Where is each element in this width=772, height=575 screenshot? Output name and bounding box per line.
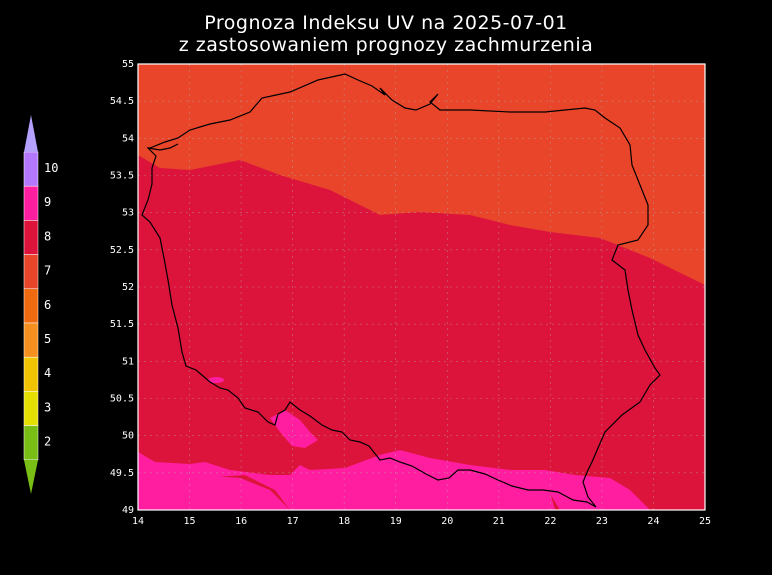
y-tick-label: 50.5 xyxy=(110,394,134,405)
legend-swatch xyxy=(23,356,39,392)
uv-zone-9-spot xyxy=(208,377,224,383)
x-tick-label: 23 xyxy=(596,516,608,527)
map-frame xyxy=(137,63,706,511)
uv-zone-9 xyxy=(138,450,650,510)
x-tick-label: 24 xyxy=(647,516,659,527)
poland-border xyxy=(141,73,661,508)
legend-swatch xyxy=(23,425,39,461)
y-tick-label: 51.5 xyxy=(110,319,134,330)
y-tick-label: 52.5 xyxy=(110,245,134,256)
x-tick-label: 17 xyxy=(287,516,299,527)
x-tick-label: 20 xyxy=(441,516,453,527)
x-tick-label: 25 xyxy=(699,516,711,527)
legend-swatch xyxy=(23,254,39,290)
legend-label: 6 xyxy=(44,298,51,312)
y-tick-label: 53 xyxy=(122,208,134,219)
legend-bottom-arrow xyxy=(24,460,38,494)
uv-zone-9-bottom xyxy=(138,476,290,510)
x-axis-ticks: 14 15 16 17 18 19 20 21 22 23 24 25 xyxy=(132,516,711,527)
x-tick-label: 15 xyxy=(184,516,196,527)
y-tick-label: 49 xyxy=(122,505,134,516)
map-title: Prognoza Indeksu UV na 2025-07-01 xyxy=(204,12,568,34)
y-tick-label: 49.5 xyxy=(110,468,134,479)
legend-top-arrow xyxy=(24,115,38,152)
x-tick-label: 22 xyxy=(544,516,556,527)
legend-swatch xyxy=(23,391,39,426)
x-tick-label: 18 xyxy=(338,516,350,527)
legend-colorbar: 10 9 8 7 6 5 4 3 2 xyxy=(23,115,58,494)
uv-zone-9-bottom-mid xyxy=(320,468,555,510)
y-tick-label: 54 xyxy=(122,133,134,144)
legend-label: 2 xyxy=(44,435,51,449)
uv-zone-9-sudety xyxy=(270,410,318,448)
y-tick-label: 52 xyxy=(122,282,134,293)
y-tick-label: 55 xyxy=(122,59,134,70)
map-plot-area xyxy=(137,63,706,511)
y-tick-label: 50 xyxy=(122,431,134,442)
x-tick-label: 21 xyxy=(493,516,505,527)
legend-label: 3 xyxy=(44,400,51,414)
legend-label: 9 xyxy=(44,195,51,209)
legend-swatch xyxy=(23,288,39,324)
x-tick-label: 19 xyxy=(390,516,402,527)
legend-swatch xyxy=(23,151,39,187)
legend-swatch xyxy=(23,220,39,255)
x-tick-label: 16 xyxy=(235,516,247,527)
y-tick-label: 53.5 xyxy=(110,171,134,182)
y-tick-label: 51 xyxy=(122,356,134,367)
legend-swatch xyxy=(23,322,39,358)
legend-label: 10 xyxy=(44,161,58,175)
legend-label: 5 xyxy=(44,332,51,346)
legend-label: 7 xyxy=(44,264,51,278)
map-subtitle: z zastosowaniem prognozy zachmurzenia xyxy=(178,34,594,56)
legend-label: 4 xyxy=(44,366,51,380)
coast-spit xyxy=(147,143,179,151)
legend-swatch xyxy=(23,185,39,221)
legend-label: 8 xyxy=(44,229,51,243)
y-axis-ticks: 55 54.5 54 53.5 53 52.5 52 51.5 51 50.5 50 49.5 49 xyxy=(110,59,134,516)
y-tick-label: 54.5 xyxy=(110,96,134,107)
x-tick-label: 14 xyxy=(132,516,144,527)
